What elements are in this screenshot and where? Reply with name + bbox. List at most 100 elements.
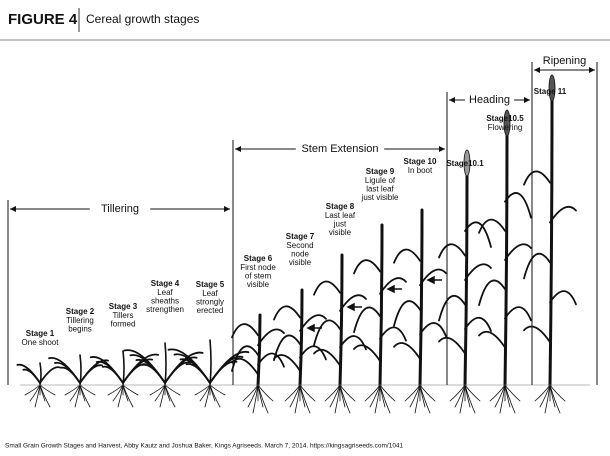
leaf <box>379 326 407 342</box>
leaf <box>438 243 466 259</box>
leaf <box>313 280 341 296</box>
stage-description: strongly <box>196 298 224 307</box>
stage-name: Stage 3 <box>109 302 138 311</box>
leaf <box>313 319 341 346</box>
stem <box>463 173 469 387</box>
stage-description: Flowering <box>488 123 523 132</box>
phase-label: Stem Extension <box>301 143 378 155</box>
leaf <box>339 294 367 312</box>
leaf <box>504 306 532 322</box>
root <box>464 384 481 402</box>
leaf <box>231 345 259 372</box>
root <box>29 384 41 402</box>
root <box>79 384 91 408</box>
stage-description: Leaf <box>202 289 218 298</box>
root <box>242 384 259 402</box>
leaf <box>504 192 532 219</box>
leaf <box>299 345 327 361</box>
leaf <box>39 366 61 384</box>
phase-label: Tillering <box>101 203 139 215</box>
stage-name: Stage 10 <box>404 157 437 166</box>
node-arrow <box>346 302 362 312</box>
stem <box>298 288 304 387</box>
root <box>284 384 301 402</box>
stage-description: In boot <box>408 166 433 175</box>
leaf <box>549 205 577 224</box>
root <box>339 384 356 402</box>
root <box>112 384 124 402</box>
root <box>39 384 51 408</box>
stem <box>378 223 384 387</box>
stem <box>418 208 424 387</box>
leaf <box>273 334 301 362</box>
stage-description: visible <box>329 228 352 237</box>
leaf <box>393 300 421 327</box>
leaf <box>419 268 447 287</box>
leaf <box>464 263 492 281</box>
plants <box>16 74 590 414</box>
leaf <box>167 348 211 384</box>
leaf <box>478 218 506 234</box>
root <box>379 384 391 414</box>
root <box>504 384 516 414</box>
root <box>419 384 436 402</box>
root <box>494 384 506 408</box>
root <box>164 384 181 396</box>
stage-name: Stage 7 <box>286 232 315 241</box>
root <box>257 384 274 402</box>
stage-description: Ligule of <box>365 176 396 185</box>
root <box>122 384 134 408</box>
leaf <box>504 243 532 261</box>
root <box>299 384 316 402</box>
figure-label: FIGURE 4 <box>8 11 78 28</box>
leaf <box>79 359 109 384</box>
stage-description: Last leaf <box>325 211 356 220</box>
leaf <box>523 170 551 186</box>
leaf <box>393 342 421 360</box>
stage-description: of stem <box>245 272 272 281</box>
leaf <box>523 325 551 344</box>
root <box>464 384 476 414</box>
root <box>534 384 551 402</box>
root <box>64 384 81 396</box>
leaf <box>299 314 327 332</box>
stage-description: strengthen <box>146 305 184 314</box>
leaf <box>273 354 301 372</box>
root <box>549 384 566 402</box>
root <box>209 384 221 408</box>
stage-description: Leaf <box>157 288 173 297</box>
stage-description: formed <box>111 320 136 329</box>
leaf <box>257 328 285 346</box>
leaf <box>48 357 81 384</box>
leaf <box>393 248 421 264</box>
root <box>504 384 521 402</box>
root <box>24 384 41 396</box>
stage-name: Stage10.5 <box>486 114 524 123</box>
leaf <box>478 279 506 307</box>
stage-description: visible <box>247 280 270 289</box>
leaf <box>379 277 407 295</box>
leaf <box>123 349 166 384</box>
stage-description: Tillering <box>66 316 94 325</box>
root <box>489 384 506 402</box>
stage-description: last leaf <box>366 185 394 194</box>
root <box>122 384 139 396</box>
leaf <box>231 323 259 339</box>
root <box>369 384 381 408</box>
stage-description: node <box>291 250 309 259</box>
seed-head <box>503 109 511 137</box>
stage-name: Stage 5 <box>196 280 225 289</box>
stage-name: Stage 4 <box>151 279 180 288</box>
root <box>454 384 466 408</box>
stage-name: Stage 1 <box>26 329 55 338</box>
root <box>339 384 351 414</box>
root <box>404 384 421 402</box>
leaf <box>273 305 301 321</box>
stem <box>256 313 262 387</box>
root <box>409 384 421 408</box>
root <box>289 384 301 408</box>
leaf <box>464 316 492 332</box>
leaf <box>464 221 492 248</box>
phase-label: Ripening <box>543 55 586 67</box>
